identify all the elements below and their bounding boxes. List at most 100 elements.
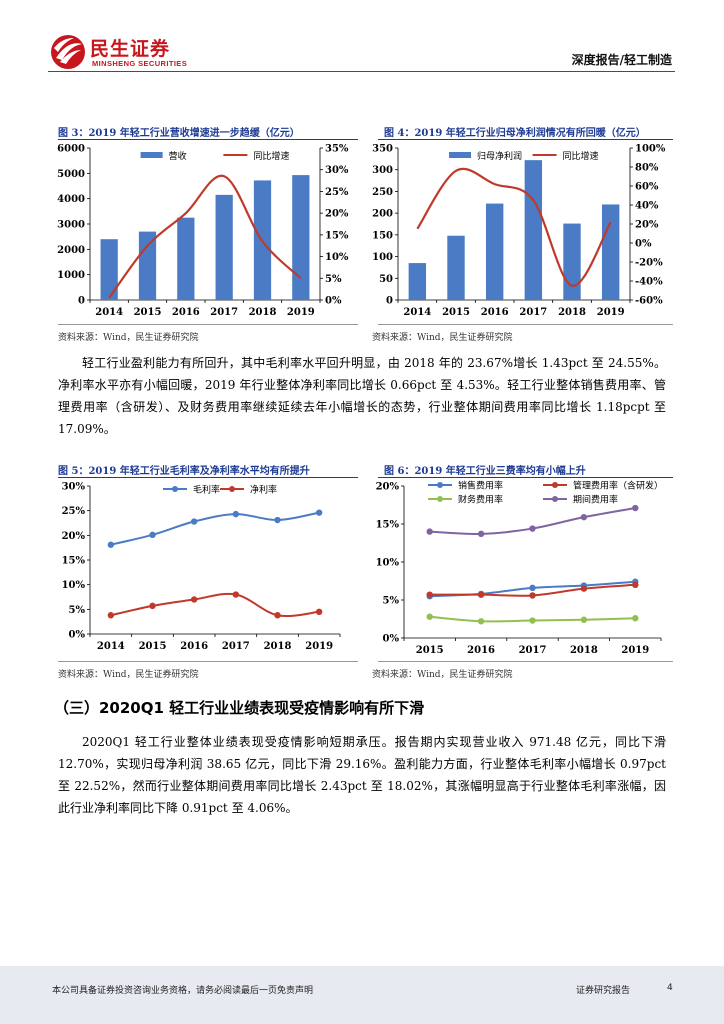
- fig4-ytick-label: 100: [372, 252, 393, 263]
- fig3-bar: [100, 239, 118, 300]
- body-paragraph-2: 2020Q1 轻工行业整体业绩表现受疫情影响短期承压。报告期内实现营业收入 97…: [58, 731, 666, 819]
- fig5-xtick-label: 2016: [180, 641, 208, 652]
- fig6-legend-label-1: 管理费用率（含研发）: [573, 480, 663, 492]
- fig6-series-point-2: [477, 618, 485, 625]
- fig5-series-point-1: [274, 612, 281, 619]
- fig4-bar: [408, 263, 427, 300]
- report-type: 深度报告/轻工制造: [571, 53, 672, 67]
- fig3-ytick-label: 3000: [57, 220, 85, 231]
- fig6-series-point-2: [529, 617, 536, 624]
- footer-disclaimer: 本公司具备证券投资咨询业务资格，请务必阅读最后一页免责声明: [52, 986, 314, 996]
- fig6-series-point-2: [580, 616, 588, 623]
- fig3-ytick-label: 5000: [57, 169, 85, 180]
- fig4-xtick-label: 2018: [558, 307, 586, 318]
- fig3-ytick-label: 4000: [57, 194, 85, 205]
- fig3-xtick-label: 2017: [210, 307, 238, 318]
- fig5-ytick-label: 5%: [69, 605, 86, 616]
- fig6-xtick-label: 2016: [467, 645, 495, 656]
- fig5-ytick-label: 15%: [62, 556, 86, 567]
- fig5-series-line-1: [110, 592, 320, 618]
- fig6-xtick-label: 2017: [519, 645, 547, 656]
- fig5-series-point-0: [232, 510, 240, 518]
- fig4-ytick-label: 50: [379, 274, 393, 285]
- fig5-legend-marker-0: [172, 486, 178, 492]
- figure-3-caption: 图 3：2019 年轻工行业营收增速进一步趋缓（亿元）: [58, 128, 300, 139]
- fig6-xtick-label: 2015: [416, 645, 444, 656]
- fig4-xtick-label: 2014: [403, 307, 431, 318]
- fig3-y2tick-label: 25%: [325, 187, 349, 198]
- company-logo: 民生证券 MINSHENG SECURITIES: [48, 32, 198, 72]
- fig4-bar: [524, 160, 543, 300]
- figure-5-caption: 图 5：2019 年轻工行业毛利率及净利率水平均有所提升: [58, 466, 310, 477]
- fig3-xtick-label: 2015: [134, 307, 162, 318]
- fig4-xtick-label: 2015: [442, 307, 470, 318]
- body-paragraph-1: 轻工行业盈利能力有所回升，其中毛利率水平回升明显，由 2018 年的 23.67…: [58, 352, 666, 440]
- footer-label: 证券研究报告: [576, 986, 631, 996]
- fig5-series-point-0: [190, 518, 198, 525]
- fig5-xtick-label: 2019: [305, 641, 333, 652]
- fig6-legend-label-0: 销售费用率: [458, 480, 503, 492]
- figure-3-source: 资料来源：Wind，民生证券研究院: [58, 333, 199, 343]
- fig4-y2tick-label: -60%: [635, 296, 663, 307]
- figure-4-source: 资料来源：Wind，民生证券研究院: [372, 333, 513, 343]
- fig4-ytick-label: 200: [372, 209, 393, 220]
- fig5-series-point-1: [190, 596, 198, 603]
- fig6-series-point-1: [426, 591, 433, 598]
- fig4-ytick-label: 350: [372, 144, 393, 155]
- section-title: （三）2020Q1 轻工行业业绩表现受疫情影响有所下滑: [54, 699, 425, 717]
- fig4-ytick-label: 250: [372, 187, 393, 198]
- fig5-series-point-0: [315, 509, 323, 516]
- fig6-series-point-3: [632, 504, 639, 512]
- fig3-ytick-label: 1000: [57, 270, 85, 281]
- fig6-series-point-0: [529, 584, 536, 592]
- fig3-bar: [177, 217, 195, 300]
- page-footer: 本公司具备证券投资咨询业务资格，请务必阅读最后一页免责声明 证券研究报告 4: [0, 966, 724, 1024]
- fig6-legend-marker-2: [437, 496, 443, 502]
- fig3-legend-bar-swatch: [140, 152, 163, 158]
- fig5-legend-marker-1: [229, 486, 235, 492]
- logo-chinese-text: 民生证券: [90, 38, 171, 60]
- paragraph-1-text: 轻工行业盈利能力有所回升，其中毛利率水平回升明显，由 2018 年的 23.67…: [58, 356, 666, 436]
- fig5-xtick-label: 2017: [222, 641, 250, 652]
- fig6-legend-marker-3: [552, 496, 558, 502]
- figure-4-svg: 0 50 100 150 200 250 300 350 -60% -40% -20% 0% 20% 40…: [372, 144, 666, 319]
- fig4-bar: [601, 204, 620, 300]
- fig6-series-point-1: [477, 591, 485, 598]
- fig6-series-point-2: [632, 615, 639, 622]
- fig6-ytick-label: 0%: [383, 634, 400, 645]
- page-header: 民生证券 MINSHENG SECURITIES 深度报告/轻工制造: [0, 0, 724, 74]
- fig4-ytick-label: 0: [386, 296, 393, 307]
- fig3-legend-bar-label: 营收: [169, 150, 187, 162]
- page-number: 4: [667, 983, 673, 993]
- fig3-xtick-label: 2014: [95, 307, 123, 318]
- figure-5-source-rule: [58, 661, 358, 662]
- fig4-y2tick-label: -20%: [635, 258, 663, 269]
- fig6-ytick-label: 20%: [376, 482, 400, 493]
- figure-6-chart: 0% 5% 10% 15% 20% 2015 2016 2017 2018 2019 销售费用率 管理…: [376, 478, 673, 658]
- fig3-xtick-label: 2018: [249, 307, 277, 318]
- fig3-y2tick-label: 35%: [325, 144, 349, 155]
- fig6-series-point-2: [426, 613, 433, 620]
- figure-4-caption: 图 4：2019 年轻工行业归母净利润情况有所回暖（亿元）: [384, 128, 646, 139]
- fig6-legend-marker-0: [437, 482, 443, 488]
- fig6-series-point-1: [529, 592, 536, 599]
- fig5-xtick-label: 2018: [264, 641, 292, 652]
- fig4-ytick-label: 150: [372, 230, 393, 241]
- fig5-series-point-1: [315, 608, 323, 615]
- fig3-legend-line-label: 同比增速: [253, 150, 289, 162]
- figure-5-svg: 0% 5% 10% 15% 20% 25% 30% 2014 2015 2016 2017 2018 2…: [62, 482, 341, 652]
- fig6-series-point-3: [580, 513, 588, 521]
- fig6-ytick-label: 5%: [383, 596, 400, 607]
- figure-4-chart: 0 50 100 150 200 250 300 350 -60% -40% -20% 0% 20% 40…: [372, 140, 673, 320]
- fig3-ytick-label: 0: [78, 296, 85, 307]
- fig5-series-line-0: [110, 511, 320, 546]
- fig4-y2tick-label: 100%: [635, 144, 666, 155]
- fig4-xtick-label: 2019: [597, 307, 625, 318]
- fig5-ytick-label: 30%: [62, 482, 86, 493]
- fig3-ytick-label: 2000: [57, 245, 85, 256]
- fig4-y2tick-label: 0%: [635, 239, 652, 250]
- fig5-ytick-label: 25%: [62, 506, 86, 517]
- figure-6-caption: 图 6：2019 年轻工行业三费率均有小幅上升: [384, 466, 586, 477]
- fig6-series-point-3: [529, 525, 536, 532]
- figure-6-svg: 0% 5% 10% 15% 20% 2015 2016 2017 2018 2019 销售费用率 管理…: [376, 480, 663, 657]
